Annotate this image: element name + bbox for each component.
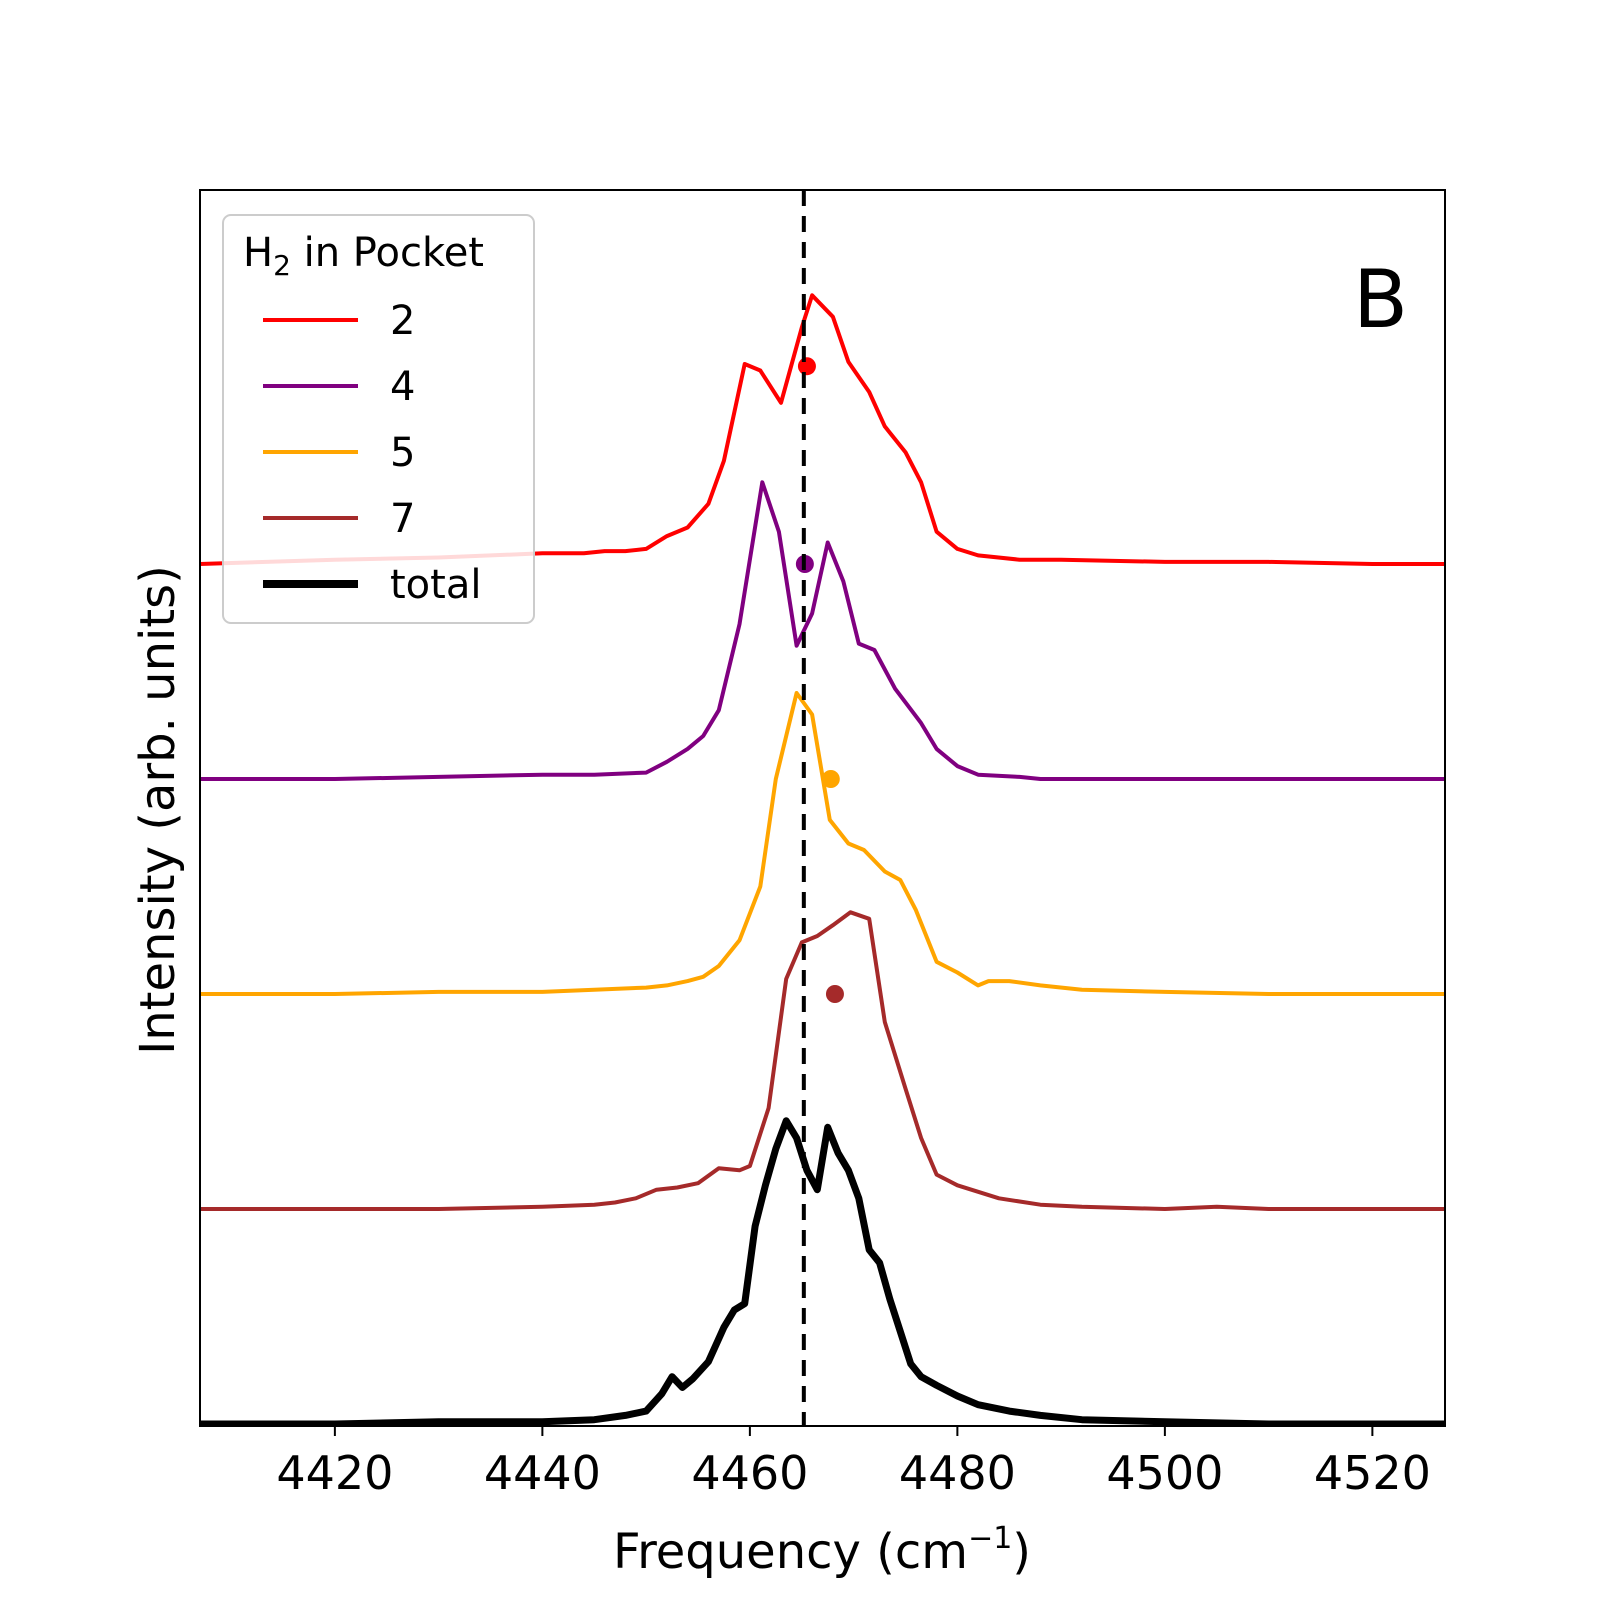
x-axis-label: Frequency (cm−1) [613,1521,1031,1580]
peak-marker-2 [797,357,816,376]
x-tick-label: 4440 [484,1446,601,1500]
series-line-4 [200,480,1445,781]
legend-label-total: total [390,562,481,608]
x-tick-label: 4520 [1314,1446,1431,1500]
legend-label-2: 2 [390,298,415,344]
legend-label-5: 5 [390,430,415,476]
legend: H2 in Pocket 2 4 5 7 total [222,214,535,624]
legend-entries: 2 4 5 7 total [263,298,481,608]
peak-marker-5 [821,770,840,788]
series-line-2 [200,293,1445,566]
legend-label-7: 7 [390,496,415,542]
peak-marker-7 [825,985,844,1003]
x-tick-label: 4500 [1106,1446,1223,1500]
x-tick-label: 4480 [899,1446,1016,1500]
y-axis-label: Intensity (arb. units) [130,565,186,1055]
series-layer [200,293,1445,1426]
legend-title: H2 in Pocket [243,230,484,282]
legend-label-4: 4 [390,364,415,410]
x-tick-label: 4460 [691,1446,808,1500]
series-line-7 [200,910,1445,1211]
panel-label: B [1353,253,1408,346]
series-line-5 [200,691,1445,996]
x-tick-label: 4420 [276,1446,393,1500]
legend-box [222,214,535,624]
series-line-total [200,1117,1445,1426]
x-axis-ticks: 4420 4440 4460 4480 4500 4520 [276,1426,1431,1500]
plot-frame [199,189,1446,1427]
